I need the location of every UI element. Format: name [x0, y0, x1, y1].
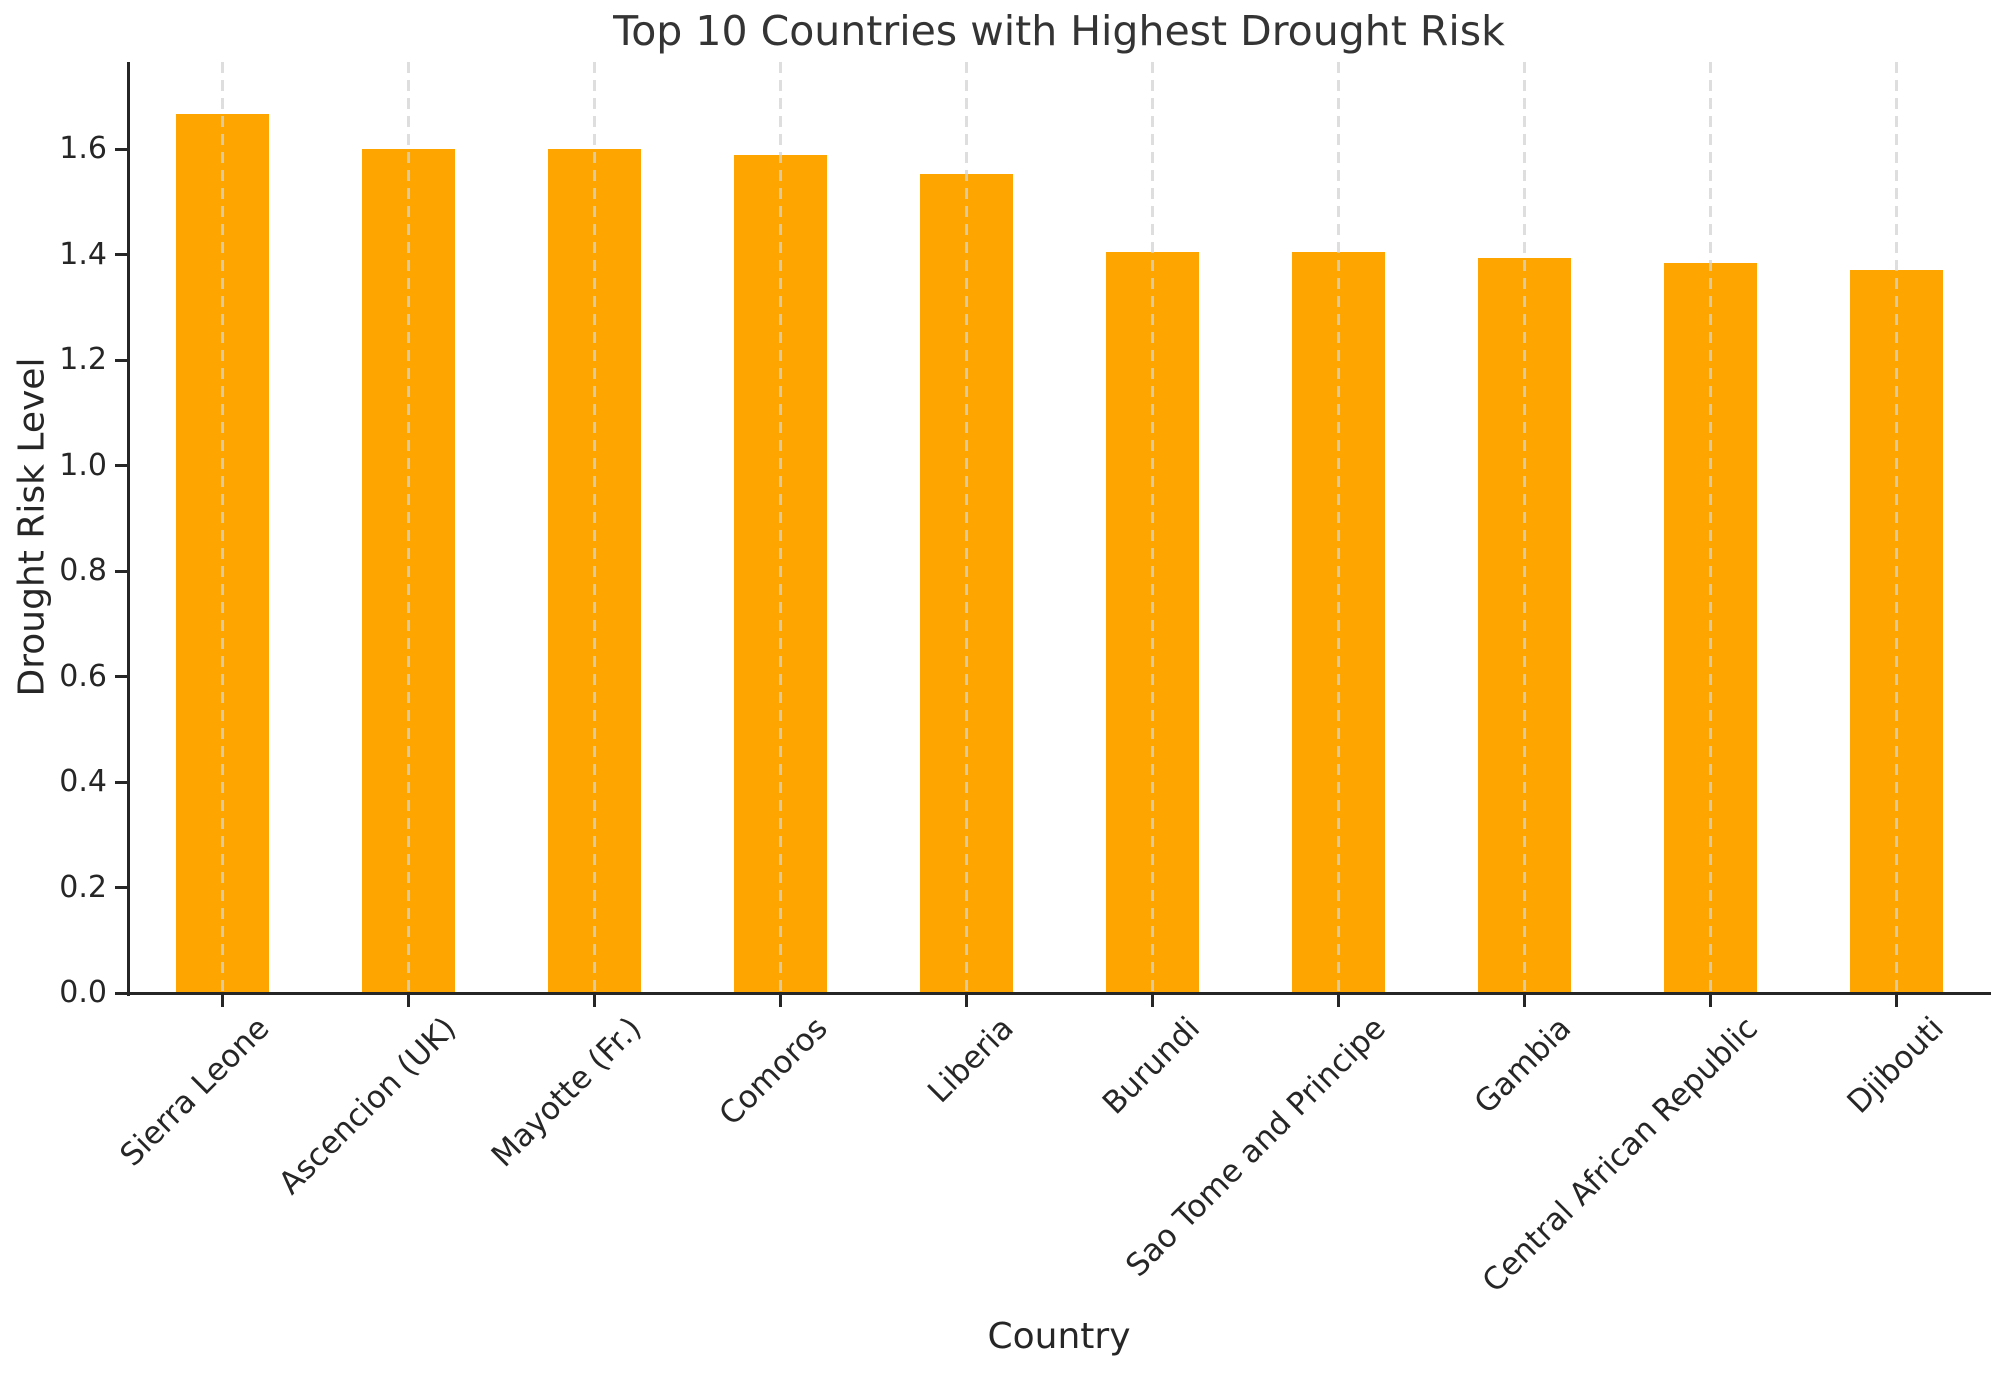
x-tick: [1894, 995, 1898, 1007]
y-tick-label: 1.4: [59, 236, 107, 272]
x-tick: [964, 995, 968, 1007]
y-tick: [115, 675, 127, 678]
x-tick: [778, 995, 782, 1007]
y-tick: [115, 147, 127, 151]
x-tick-label: Djibouti: [1840, 1010, 1951, 1121]
gridline: [778, 62, 782, 993]
x-tick-label: Comoros: [712, 1010, 835, 1133]
chart-title: Top 10 Countries with Highest Drought Ri…: [613, 7, 1505, 55]
y-tick: [115, 464, 127, 468]
y-tick: [115, 780, 127, 784]
x-tick-label: Liberia: [921, 1010, 1021, 1110]
y-tick-label: 1.2: [59, 342, 107, 378]
gridline: [1708, 62, 1712, 993]
gridline: [964, 62, 968, 993]
y-axis-line: [127, 62, 130, 996]
x-axis-line: [127, 992, 1991, 995]
gridline: [1336, 62, 1340, 993]
gridline: [1150, 62, 1154, 993]
y-tick: [115, 358, 127, 362]
x-tick: [406, 995, 410, 1007]
x-tick: [1150, 995, 1154, 1007]
gridline: [1522, 62, 1526, 993]
y-tick: [115, 991, 127, 995]
gridline: [592, 62, 596, 993]
x-tick: [1336, 995, 1340, 1007]
x-tick-label: Ascencion (UK): [271, 1010, 463, 1202]
y-tick-label: 0.4: [59, 764, 107, 799]
x-tick: [592, 995, 596, 1007]
gridline: [406, 62, 410, 993]
x-tick-label: Sierra Leone: [113, 1010, 277, 1174]
y-tick-label: 0.2: [59, 869, 107, 905]
y-tick-label: 0.8: [59, 553, 107, 589]
y-tick-label: 1.0: [59, 447, 107, 483]
x-tick-label: Gambia: [1468, 1010, 1579, 1121]
gridline: [220, 62, 224, 993]
y-tick: [115, 886, 127, 889]
x-axis-label: Country: [987, 1316, 1131, 1357]
y-tick: [115, 253, 127, 257]
y-tick-label: 0.0: [59, 975, 107, 1010]
y-tick-label: 0.6: [59, 658, 107, 694]
x-tick: [220, 995, 224, 1007]
y-tick-label: 1.6: [59, 131, 107, 167]
x-tick: [1708, 995, 1712, 1007]
x-tick: [1522, 995, 1526, 1007]
y-tick: [115, 569, 127, 573]
x-tick-label: Burundi: [1095, 1010, 1207, 1122]
gridline: [1894, 62, 1898, 993]
x-tick-label: Mayotte (Fr.): [484, 1010, 649, 1175]
